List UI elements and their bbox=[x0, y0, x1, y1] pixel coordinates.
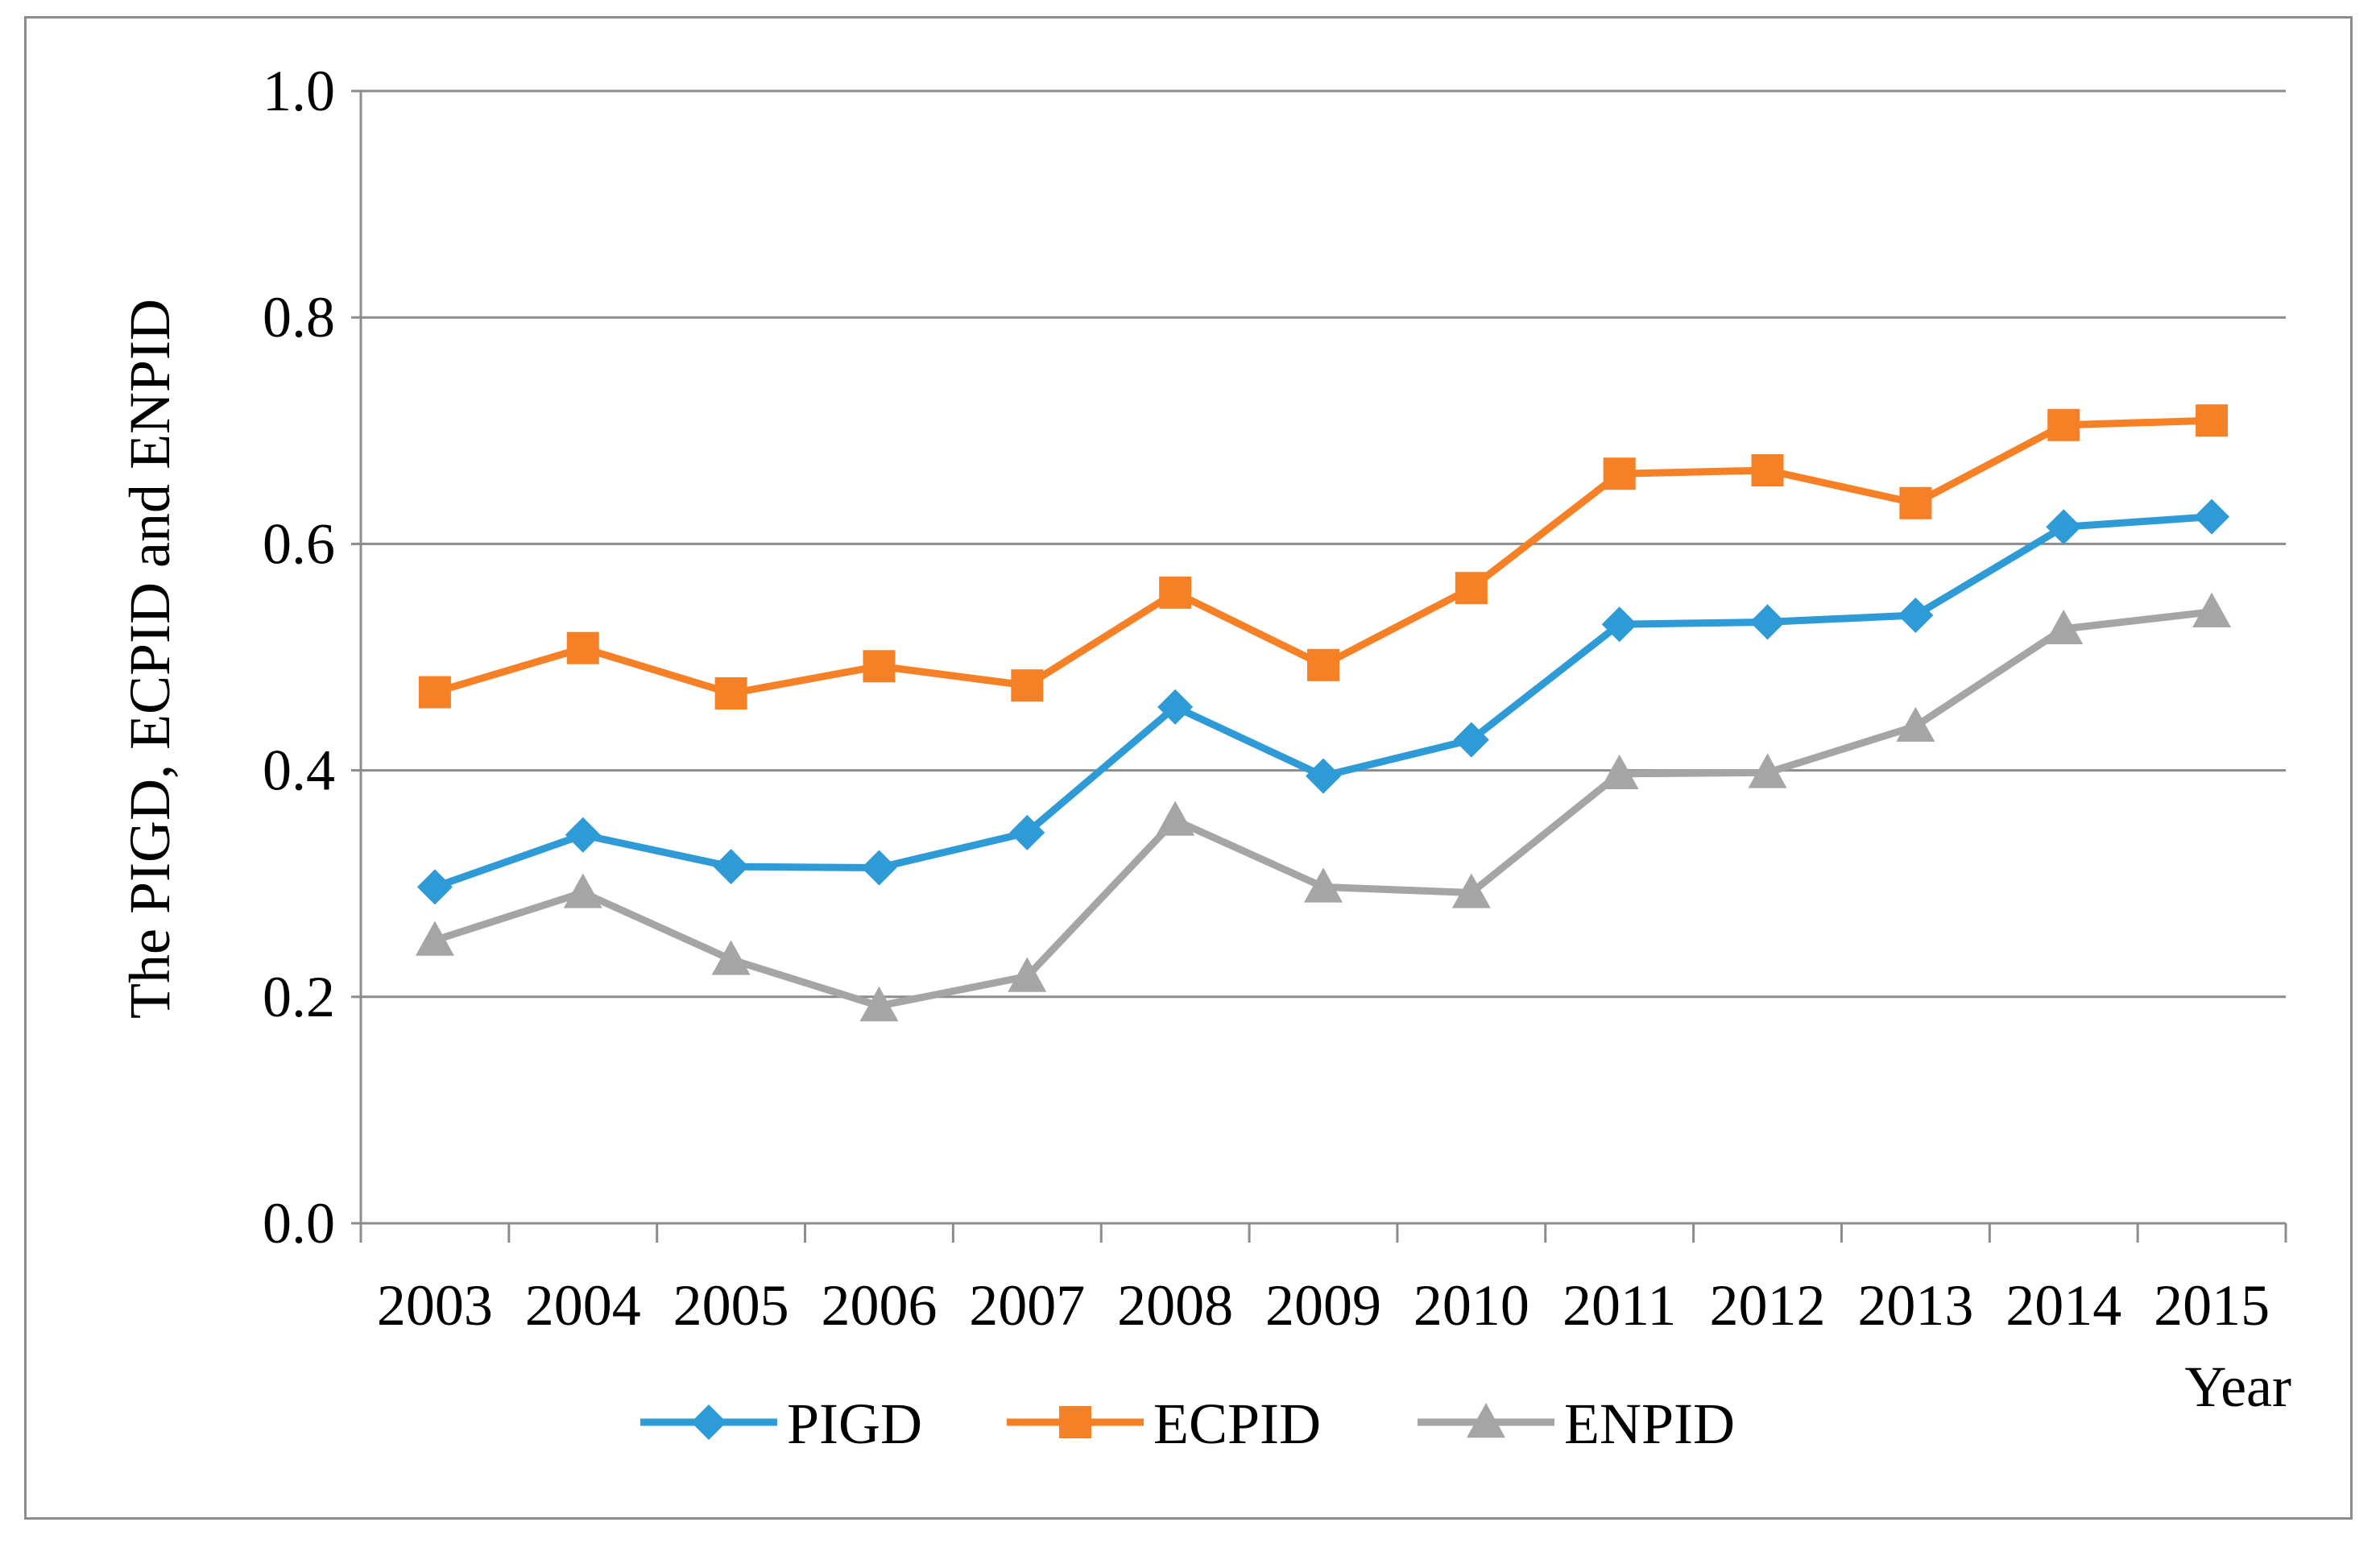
y-tick-label: 0.4 bbox=[263, 738, 335, 803]
legend-label-pigd: PIGD bbox=[787, 1392, 922, 1456]
ecpid-point bbox=[418, 676, 451, 709]
ecpid-point bbox=[1159, 576, 1192, 609]
x-tick-label: 2003 bbox=[377, 1273, 493, 1338]
ecpid-point bbox=[1011, 669, 1044, 702]
enpid-point bbox=[2044, 609, 2084, 645]
ecpid-point bbox=[714, 676, 747, 709]
ecpid-point bbox=[1455, 572, 1488, 605]
enpid-point bbox=[1008, 957, 1047, 992]
x-axis-title: Year bbox=[2184, 1355, 2291, 1419]
y-tick-label: 0.8 bbox=[263, 285, 335, 350]
ecpid-point bbox=[1751, 454, 1784, 487]
legend-marker-enpid bbox=[1467, 1403, 1505, 1438]
ecpid-point bbox=[2047, 408, 2080, 441]
series-pigd bbox=[416, 498, 2230, 905]
y-axis-title: The PIGD, ECPID and ENPID bbox=[118, 299, 182, 1019]
enpid-point bbox=[2192, 592, 2232, 627]
y-tick-labels: 0.0 0.2 0.4 0.6 0.8 1.0 bbox=[263, 59, 335, 1255]
y-tick-label: 0.0 bbox=[263, 1191, 335, 1255]
pigd-point bbox=[1453, 722, 1489, 758]
pigd-point bbox=[565, 817, 601, 853]
pigd-point bbox=[1009, 814, 1045, 850]
legend: PIGD ECPID ENPID bbox=[640, 1392, 1735, 1456]
legend-item-ecpid: ECPID bbox=[1007, 1392, 1321, 1456]
pigd-point bbox=[1157, 689, 1194, 725]
x-tick-label: 2005 bbox=[673, 1273, 789, 1338]
x-tick-label: 2015 bbox=[2154, 1273, 2270, 1338]
x-tick-label: 2006 bbox=[821, 1273, 937, 1338]
pigd-point bbox=[861, 850, 897, 886]
ecpid-point bbox=[1307, 648, 1339, 681]
pigd-point bbox=[1601, 606, 1637, 643]
axes bbox=[351, 89, 2287, 1243]
pigd-point bbox=[713, 849, 749, 885]
ecpid-point bbox=[2196, 404, 2229, 437]
ecpid-point bbox=[1899, 486, 1932, 519]
pigd-point bbox=[2194, 498, 2230, 535]
legend-label-enpid: ENPID bbox=[1564, 1392, 1735, 1456]
enpid-point bbox=[1600, 754, 1639, 790]
x-tick-labels: 2003 2004 2005 2006 2007 2008 2009 2010 2011 2012… bbox=[377, 1273, 2270, 1338]
x-tick-label: 2007 bbox=[969, 1273, 1085, 1338]
y-tick-label: 1.0 bbox=[263, 59, 335, 123]
enpid-point bbox=[415, 920, 454, 956]
pigd-line bbox=[431, 513, 2216, 891]
enpid-point bbox=[1451, 873, 1491, 908]
ecpid-point bbox=[863, 650, 896, 683]
ecpid-point bbox=[566, 631, 599, 664]
enpid-point bbox=[1156, 800, 1195, 836]
legend-item-enpid: ENPID bbox=[1418, 1392, 1735, 1456]
chart-frame bbox=[24, 16, 2353, 1520]
enpid-point bbox=[1304, 867, 1343, 903]
enpid-point bbox=[1896, 706, 1935, 742]
x-tick-label: 2012 bbox=[1710, 1273, 1826, 1338]
legend-marker-ecpid bbox=[1059, 1406, 1091, 1438]
x-tick-label: 2010 bbox=[1414, 1273, 1529, 1338]
series-ecpid bbox=[418, 404, 2229, 709]
y-tick-label: 0.2 bbox=[263, 965, 335, 1029]
y-tick-label: 0.6 bbox=[263, 511, 335, 576]
legend-item-pigd: PIGD bbox=[640, 1392, 922, 1456]
x-tick-label: 2008 bbox=[1117, 1273, 1233, 1338]
x-tick-label: 2009 bbox=[1265, 1273, 1381, 1338]
series-lines bbox=[415, 404, 2232, 1022]
pigd-point bbox=[2046, 509, 2082, 545]
gridlines bbox=[361, 89, 2286, 999]
legend-label-ecpid: ECPID bbox=[1153, 1392, 1321, 1456]
pigd-point bbox=[1898, 597, 1934, 633]
legend-marker-pigd bbox=[691, 1404, 726, 1440]
enpid-point bbox=[1748, 753, 1787, 788]
pigd-point bbox=[1306, 758, 1341, 794]
x-tick-label: 2014 bbox=[2005, 1273, 2121, 1338]
enpid-point bbox=[859, 987, 899, 1022]
pigd-point bbox=[416, 869, 453, 905]
pigd-point bbox=[1749, 604, 1786, 640]
ecpid-point bbox=[1603, 457, 1636, 490]
x-tick-label: 2004 bbox=[525, 1273, 641, 1338]
series-enpid bbox=[415, 592, 2232, 1022]
x-tick-label: 2011 bbox=[1563, 1273, 1676, 1338]
enpid-point bbox=[711, 940, 751, 975]
enpid-point bbox=[563, 873, 602, 908]
x-tick-label: 2013 bbox=[1857, 1273, 1973, 1338]
